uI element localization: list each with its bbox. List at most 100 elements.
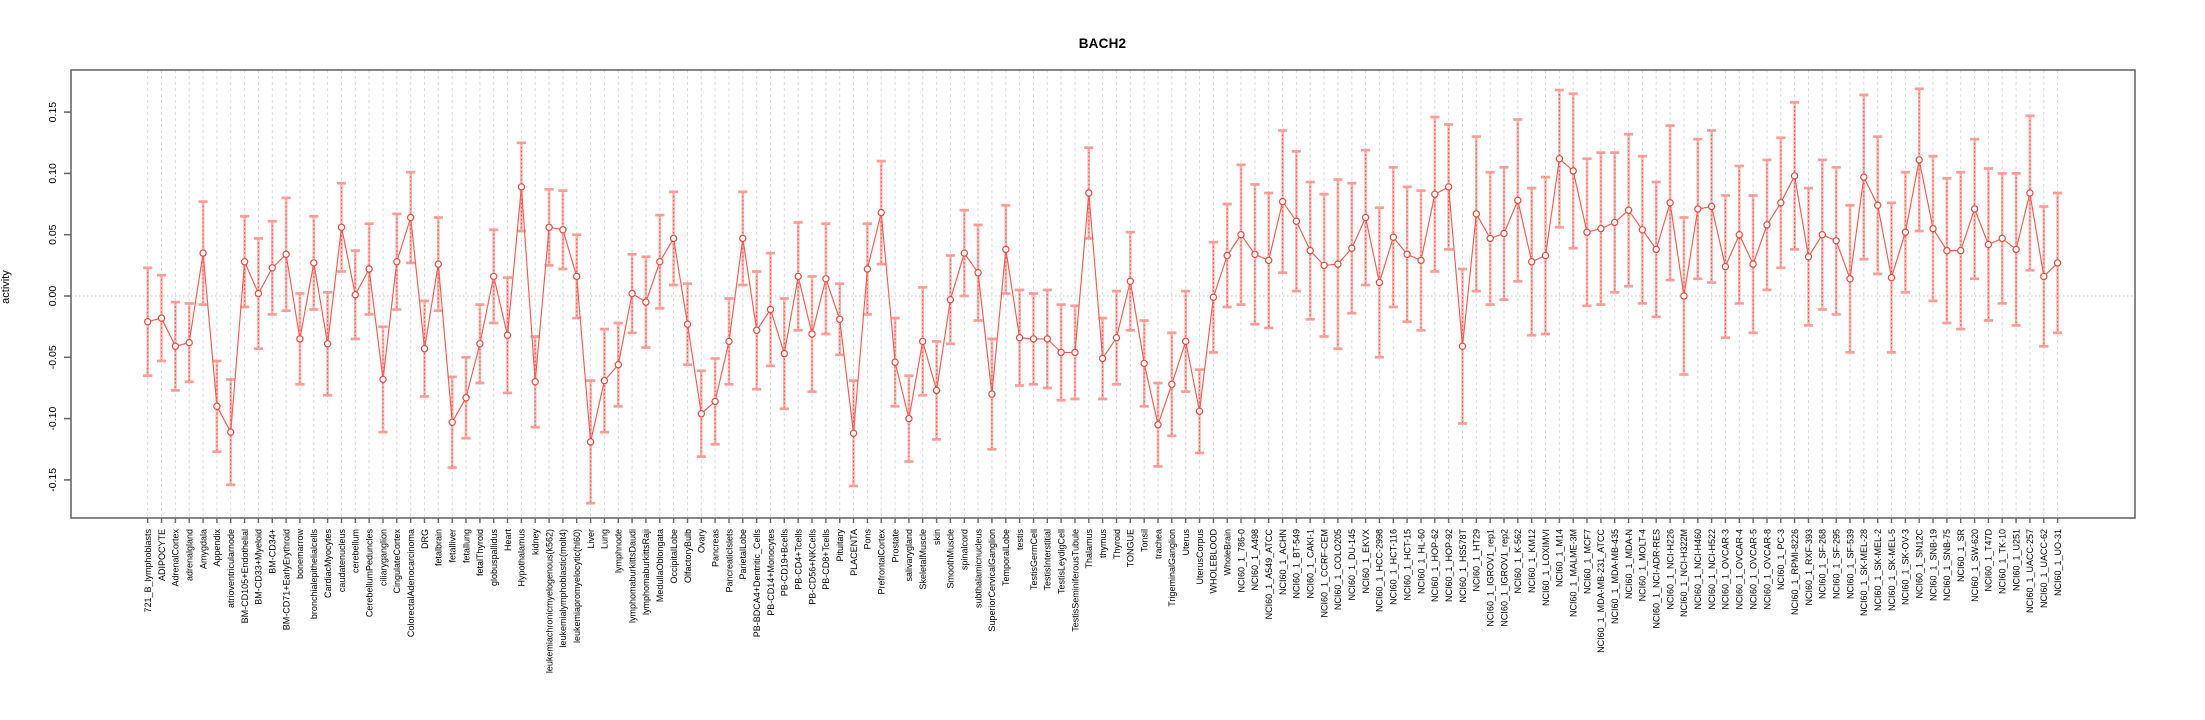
data-points (143, 154, 2062, 446)
x-tick-label: ColorectalAdenocarcinoma (406, 529, 416, 637)
x-tick-label: NCI60_1_OVCAR-8 (1762, 529, 1772, 610)
x-tick-label: NCI60_1_SN12C (1915, 529, 1925, 599)
data-point (1583, 228, 1591, 236)
data-point (656, 258, 664, 266)
x-tick-label: TestisInterstitial (1043, 529, 1053, 591)
x-tick-label: WHOLEBLOOD (1209, 529, 1219, 594)
x-axis: 721_B_lymphoblasts ADIPOCYTE AdrenalCortex… (143, 518, 2063, 673)
x-tick-label: NCI60_1_CAKI-1 (1306, 529, 1316, 599)
data-point (628, 289, 636, 298)
data-point (1417, 256, 1425, 265)
x-tick-label: Liver (586, 529, 596, 549)
data-point (1597, 224, 1605, 233)
x-tick-label: 721_B_lymphoblasts (143, 529, 153, 613)
data-point (448, 418, 456, 426)
x-tick-label: PB-CD19+Bcells (780, 529, 790, 597)
x-tick-label: WholeBrain (1223, 529, 1233, 576)
x-tick-label: lymphomaburkittsDaudi (627, 529, 637, 623)
y-tick-label: -0.05 (47, 345, 59, 369)
data-point (1846, 275, 1854, 283)
data-point (407, 213, 415, 222)
data-point (1943, 246, 1951, 255)
x-tick-label: NCI60_1_ACHN (1278, 529, 1288, 595)
data-point (1901, 228, 1910, 236)
data-point (226, 428, 235, 436)
data-point (1223, 251, 1231, 260)
x-tick-label: NCI60_1_HCT-15 (1402, 529, 1412, 601)
data-point (891, 358, 899, 366)
data-point (143, 318, 152, 326)
x-tick-label: NCI60_1_SF-539 (1845, 529, 1855, 599)
x-tick-label: NCI60_1_SK-MEL-2 (1873, 529, 1883, 611)
data-point (1251, 250, 1259, 258)
x-tick-label: skin (932, 529, 942, 545)
data-point (199, 249, 207, 257)
x-tick-label: NCI60_1_UO-31 (2053, 529, 2063, 596)
data-point (1984, 240, 1993, 249)
x-tick-label: fetalThyroid (475, 529, 485, 576)
data-point (1956, 246, 1965, 255)
x-tick-label: NCI60_1_EKVX (1361, 529, 1371, 594)
data-point (503, 331, 512, 339)
data-point (1195, 407, 1204, 415)
data-point (1763, 221, 1771, 229)
x-tick-label: Prostate (890, 529, 900, 563)
data-point (780, 349, 789, 358)
x-tick-label: NCI60_1_KM12 (1527, 529, 1537, 593)
x-tick-label: NCI60_1_786-0 (1236, 529, 1246, 593)
x-tick-label: TestisGermCell (1029, 529, 1039, 590)
x-tick-label: NCI60_1_NCI-ADR-RES (1652, 529, 1662, 629)
x-tick-label: NCI60_1_SNB-75 (1942, 529, 1952, 601)
x-tick-label: Ovary (697, 529, 707, 554)
data-point (1334, 260, 1342, 268)
x-tick-label: Thalamus (1084, 529, 1094, 569)
data-point (669, 234, 678, 243)
data-point (1998, 234, 2006, 243)
x-tick-label: NCI60_1_HL-60 (1416, 529, 1426, 594)
x-tick-label: testis (1015, 529, 1025, 551)
x-tick-label: Lung (600, 529, 610, 549)
x-tick-label: CingulateCortex (392, 529, 402, 594)
y-axis: -0.15 -0.10 -0.05 0.00 0.05 0.10 0.15 (47, 102, 71, 492)
x-tick-label: Pons (863, 529, 873, 550)
data-point (1873, 201, 1882, 209)
x-tick-label: NCI60_1_SK-MEL-28 (1859, 529, 1869, 616)
data-point (836, 315, 844, 323)
data-point (1348, 244, 1356, 252)
x-tick-label: NCI60_1_LOXIMVI (1541, 529, 1551, 606)
data-point (1735, 230, 1744, 239)
x-tick-label: DRG (420, 529, 430, 549)
x-tick-label: Thyroid (1112, 529, 1122, 559)
data-point (1375, 278, 1384, 287)
x-tick-label: PB-CD14+Monocytes (766, 529, 776, 616)
data-point (1860, 173, 1868, 181)
x-tick-label: NCI60_1_U251 (2011, 529, 2021, 591)
chart-title: BACH2 (1078, 36, 1127, 51)
data-point (1168, 380, 1176, 388)
data-point (1389, 233, 1398, 241)
x-tick-label: globuspallidus (489, 529, 499, 587)
data-point (268, 264, 276, 272)
x-tick-label: bonemarrow (295, 529, 305, 580)
x-tick-label: ciliaryganglion (378, 529, 388, 586)
x-tick-label: PB-CD4+Tcells (794, 529, 804, 590)
data-point (683, 320, 692, 328)
data-point (310, 259, 318, 267)
x-tick-label: NCI60_1_HOP-92 (1444, 529, 1454, 602)
data-point (863, 265, 872, 273)
x-tick-label: NCI60_1_HS578T (1458, 529, 1468, 603)
x-tick-label: NCI60_1_MDA-MB-435 (1610, 529, 1620, 624)
data-point (1126, 277, 1135, 285)
data-point (1444, 183, 1453, 191)
data-point (337, 223, 346, 231)
x-tick-label: NCI60_1_UACC-62 (2039, 529, 2049, 608)
x-tick-label: SuperiorCervicalGanglion (987, 529, 997, 632)
x-tick-label: NCI60_1_HCC-2998 (1375, 529, 1385, 612)
x-tick-label: NCI60_1_PC-3 (1776, 529, 1786, 590)
x-tick-label: Heart (503, 529, 513, 552)
data-point (1486, 234, 1494, 243)
x-tick-label: ADIPOCYTE (157, 529, 167, 581)
x-tick-label: leukemialymphoblastic(molt4) (558, 529, 568, 648)
x-tick-label: NCI60_1_MALME-3M (1569, 529, 1579, 617)
